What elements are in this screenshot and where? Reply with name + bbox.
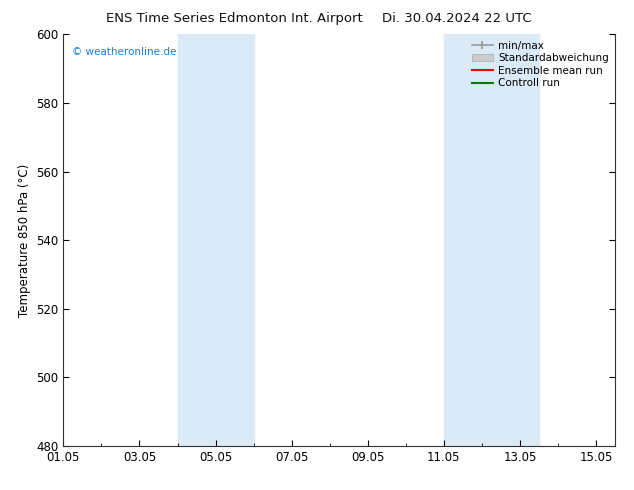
Text: © weatheronline.de: © weatheronline.de [72,47,176,57]
Text: Di. 30.04.2024 22 UTC: Di. 30.04.2024 22 UTC [382,12,531,25]
Y-axis label: Temperature 850 hPa (°C): Temperature 850 hPa (°C) [18,164,30,317]
Text: ENS Time Series Edmonton Int. Airport: ENS Time Series Edmonton Int. Airport [107,12,363,25]
Bar [178,34,254,446]
Legend: min/max, Standardabweichung, Ensemble mean run, Controll run: min/max, Standardabweichung, Ensemble me… [468,36,613,93]
Bar [444,34,539,446]
